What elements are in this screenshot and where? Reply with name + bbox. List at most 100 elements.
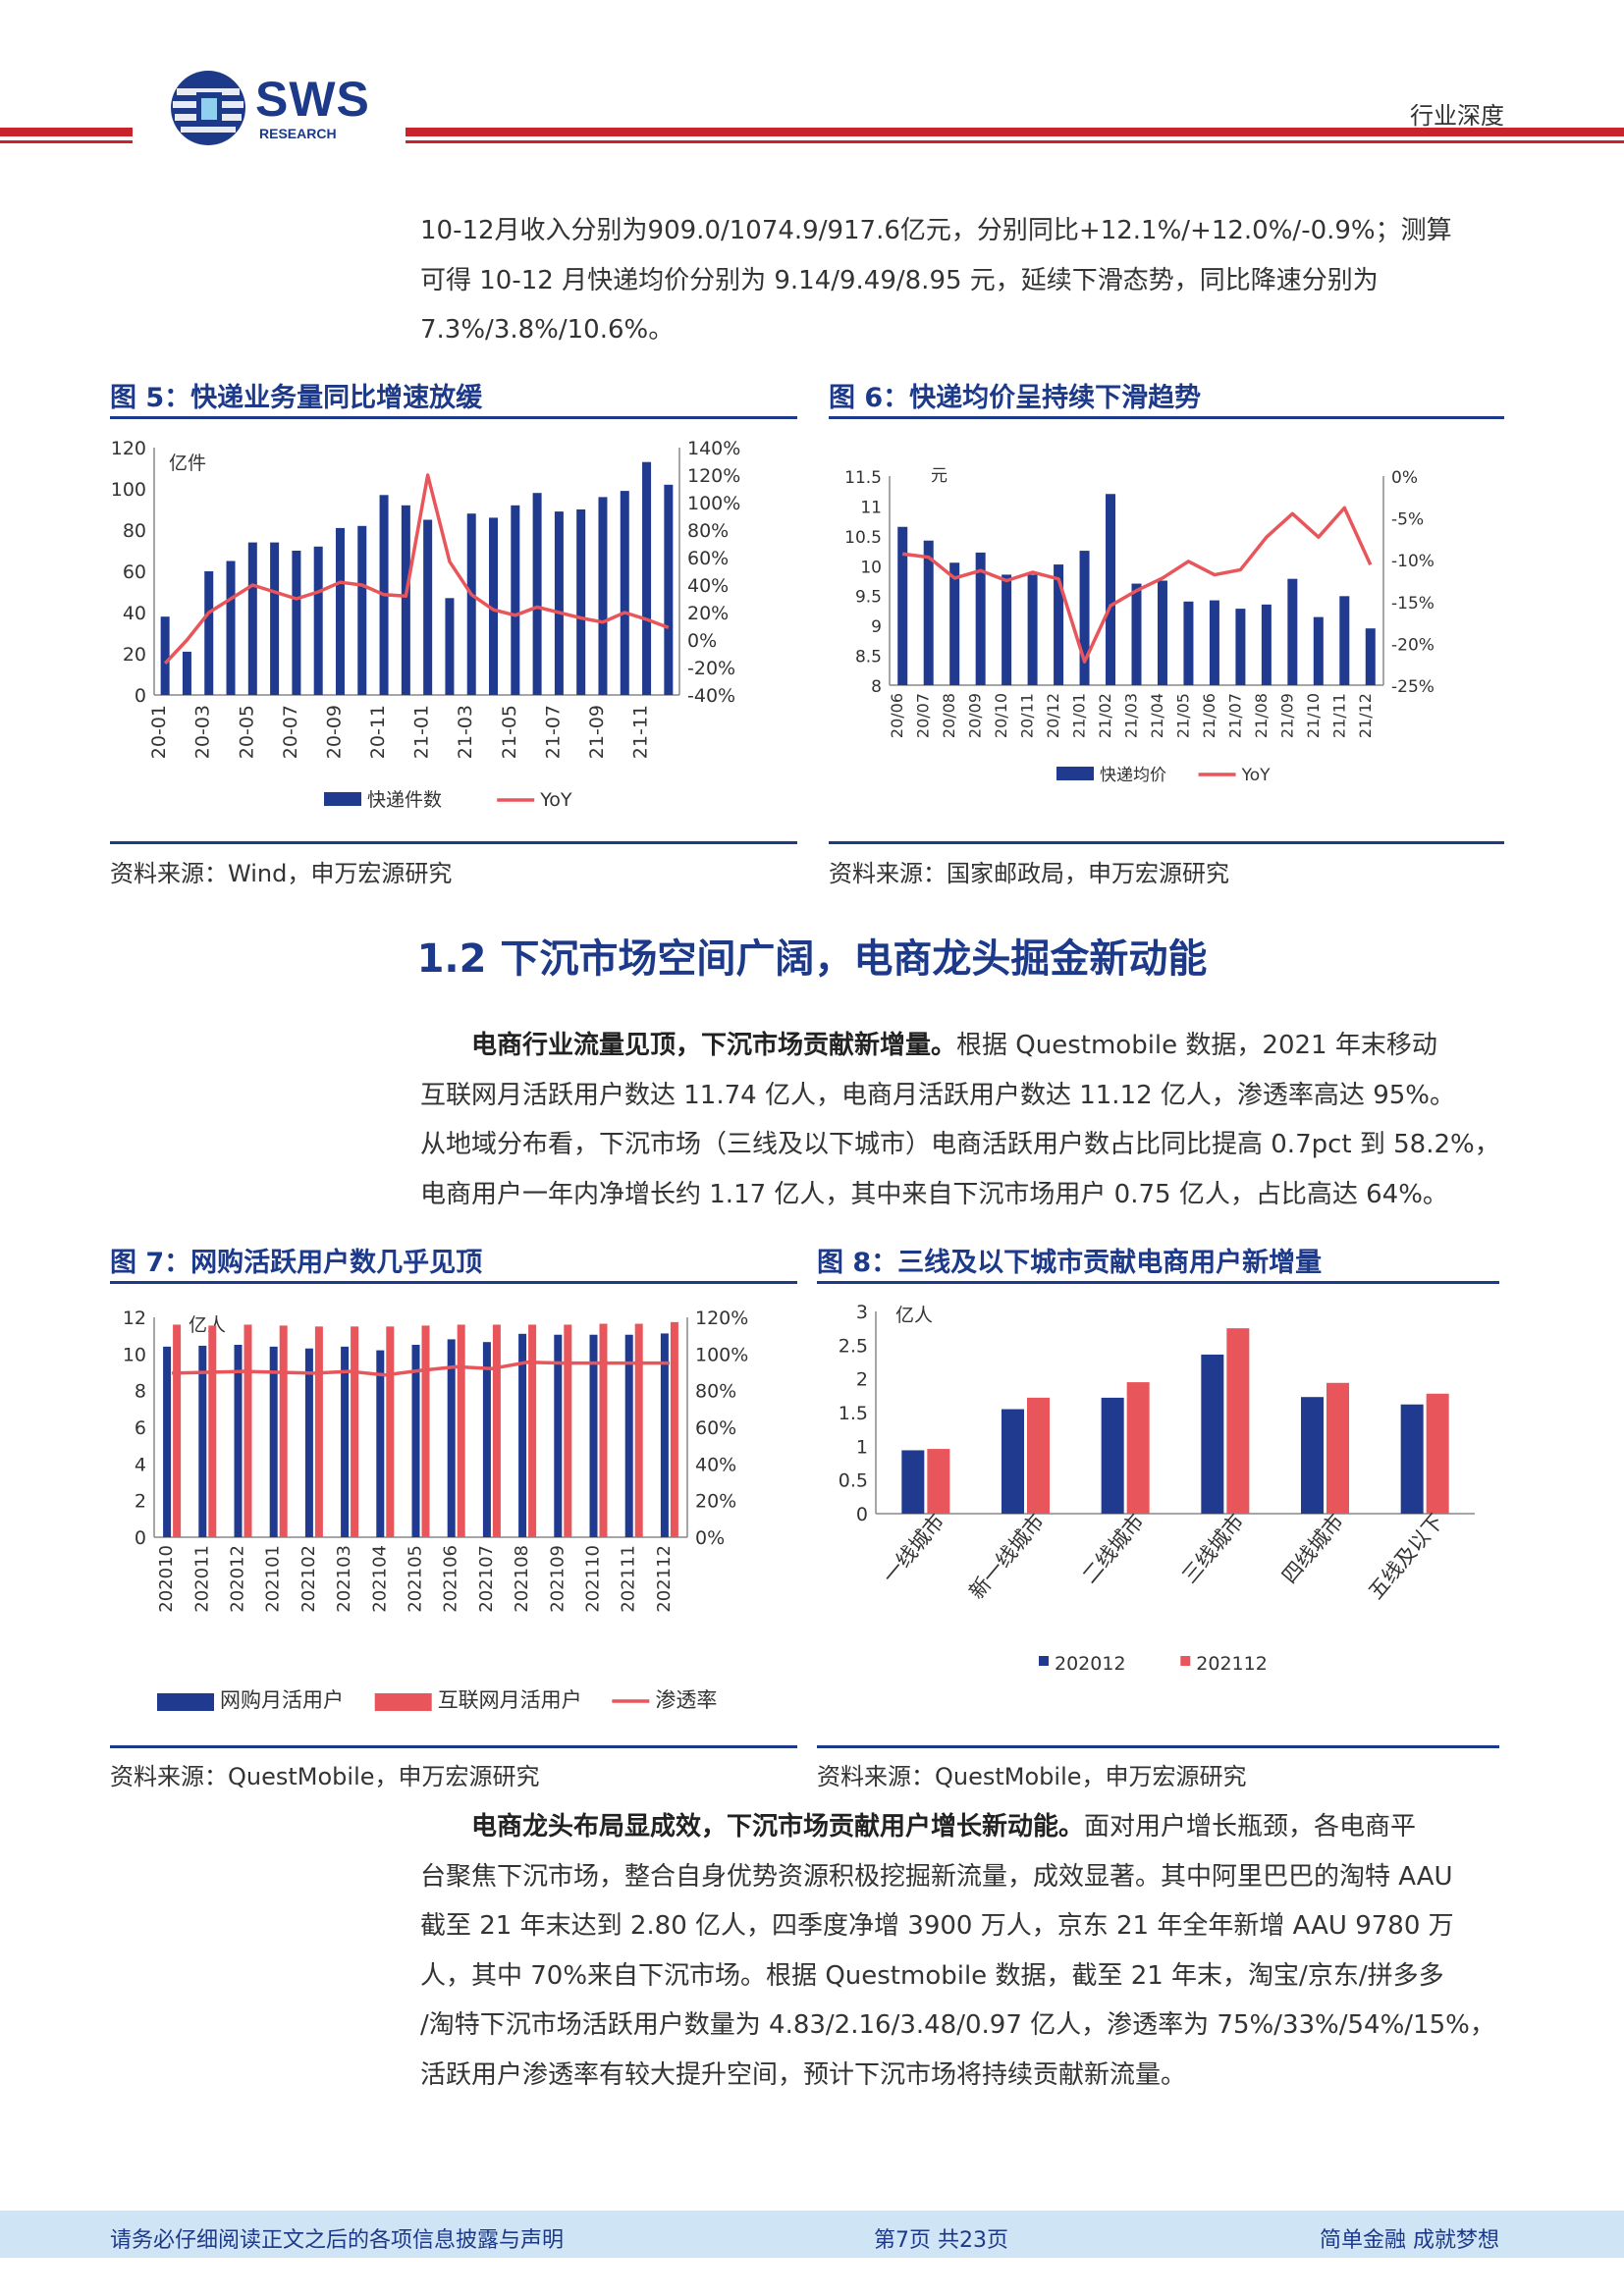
fig7-chart: 0 2 4 6 8 10 12 亿人 0% 20% 40% 60% 80% 100% 120% 202010 2… bbox=[123, 1308, 749, 1712]
line-YoY bbox=[163, 473, 670, 665]
legend-label-互联网月活用户: 互联网月活用户 bbox=[438, 1688, 582, 1712]
bar-快递件数-20-03 bbox=[204, 571, 214, 695]
fig5-bottom-rule bbox=[110, 841, 797, 844]
y2-tick-label: -5% bbox=[1391, 510, 1424, 530]
bar-互联网月活用户-202104 bbox=[386, 1326, 395, 1537]
y2-tick-label: 0% bbox=[695, 1527, 725, 1549]
bar-快递件数-20-10 bbox=[357, 525, 367, 695]
y2-tick-label: 0% bbox=[1391, 468, 1418, 488]
legend-label-快递件数: 快递件数 bbox=[367, 789, 442, 811]
bar-快递件数-21-04 bbox=[489, 517, 499, 695]
bar-202012-新一线城市 bbox=[1001, 1409, 1024, 1514]
x-tick-label: 二线城市 bbox=[1078, 1510, 1149, 1588]
bar-网购月活用户-202111 bbox=[624, 1334, 633, 1537]
x-tick-label: 202010 bbox=[156, 1545, 177, 1613]
y2-tick-label: -25% bbox=[1391, 677, 1435, 697]
x-tick-label: 202104 bbox=[369, 1545, 390, 1613]
bar-202012-五线及以下 bbox=[1400, 1404, 1424, 1514]
para3-line-6: 活跃用户渗透率有较大提升空间，预计下沉市场将持续贡献新流量。 bbox=[420, 2059, 1187, 2090]
bar-快递件数-21-01 bbox=[423, 519, 433, 695]
fig6-title: 图 6：快递均价呈持续下滑趋势 bbox=[829, 383, 1202, 413]
y-tick-label: 40 bbox=[123, 603, 146, 624]
bar-互联网月活用户-202110 bbox=[599, 1323, 608, 1537]
x-tick-label: 20-11 bbox=[367, 705, 389, 759]
para3-line-5: /淘特下沉市场活跃用户数量为 4.83/2.16/3.48/0.97 亿人，渗透… bbox=[420, 2010, 1495, 2040]
x-tick-label: 20/11 bbox=[1018, 693, 1037, 738]
bar-互联网月活用户-202112 bbox=[670, 1321, 678, 1537]
x-tick-label: 21/06 bbox=[1200, 693, 1218, 738]
bar-快递均价-21/03 bbox=[1131, 583, 1142, 685]
legend-label-YoY: YoY bbox=[539, 789, 572, 811]
bar-快递均价-20/08 bbox=[949, 562, 960, 685]
bar-快递均价-21/06 bbox=[1209, 600, 1219, 685]
para3-lead: 电商龙头布局显成效，下沉市场贡献用户增长新动能。 bbox=[471, 1812, 1085, 1842]
y-tick-label: 2 bbox=[135, 1491, 146, 1513]
bar-网购月活用户-202104 bbox=[376, 1350, 385, 1537]
y2-tick-label: 40% bbox=[687, 575, 729, 597]
fig8-source: 资料来源：QuestMobile，申万宏源研究 bbox=[817, 1763, 1247, 1790]
y-tick-label: 8 bbox=[871, 677, 882, 697]
y-tick-label: 80 bbox=[123, 520, 146, 542]
x-tick-label: 202103 bbox=[334, 1545, 354, 1613]
y-tick-label: 11.5 bbox=[844, 468, 882, 488]
bar-网购月活用户-202010 bbox=[163, 1346, 172, 1537]
bar-快递均价-21/01 bbox=[1079, 551, 1090, 685]
x-tick-label: 202011 bbox=[191, 1545, 212, 1613]
y-tick-label: 11 bbox=[860, 498, 882, 517]
bar-快递件数-20-09 bbox=[335, 527, 345, 695]
bar-202112-三线城市 bbox=[1226, 1328, 1250, 1514]
x-tick-label: 一线城市 bbox=[878, 1510, 948, 1588]
para3-line-3: 截至 21 年末达到 2.80 亿人，四季度净增 3900 万人，京东 21 年… bbox=[420, 1911, 1454, 1941]
footer-bar: 请务必仔细阅读正文之后的各项信息披露与声明 第7页 共23页 简单金融 成就梦想 bbox=[0, 2211, 1624, 2258]
legend-swatch-202112 bbox=[1180, 1656, 1191, 1666]
header-rule-thin-right bbox=[406, 140, 1624, 143]
x-tick-label: 20/08 bbox=[940, 693, 958, 738]
logo-subtext: RESEARCH bbox=[259, 126, 337, 141]
x-tick-label: 21/01 bbox=[1070, 693, 1089, 738]
y-tick-label: 10.5 bbox=[844, 528, 882, 548]
legend-label-渗透率: 渗透率 bbox=[655, 1688, 717, 1712]
bar-快递件数-20-04 bbox=[226, 561, 236, 695]
bar-快递均价-20/06 bbox=[897, 526, 908, 685]
bar-互联网月活用户-202102 bbox=[314, 1326, 323, 1537]
fig8-top-rule bbox=[817, 1281, 1499, 1284]
bar-网购月活用户-202105 bbox=[411, 1345, 420, 1537]
bar-202012-二线城市 bbox=[1101, 1397, 1124, 1514]
bar-202112-四线城市 bbox=[1326, 1382, 1349, 1514]
bar-202012-一线城市 bbox=[901, 1450, 925, 1514]
fig5-top-rule bbox=[110, 416, 797, 419]
legend-label-网购月活用户: 网购月活用户 bbox=[220, 1688, 344, 1712]
bar-202112-二线城市 bbox=[1126, 1382, 1150, 1514]
fig8-title: 图 8：三线及以下城市贡献电商用户新增量 bbox=[817, 1248, 1323, 1278]
bar-快递件数-21-12 bbox=[664, 484, 674, 695]
x-tick-label: 20/12 bbox=[1044, 693, 1062, 738]
para3-line-4: 人，其中 70%来自下沉市场。根据 Questmobile 数据，截至 21 年… bbox=[420, 1960, 1444, 1991]
para3-line-2: 台聚焦下沉市场，整合自身优势资源积极挖掘新流量，成效显著。其中阿里巴巴的淘特 A… bbox=[420, 1861, 1453, 1892]
bar-快递均价-21/10 bbox=[1313, 616, 1324, 685]
fig6-source: 资料来源：国家邮政局，申万宏源研究 bbox=[829, 860, 1229, 887]
bar-快递均价-21/05 bbox=[1183, 601, 1194, 685]
legend-label-YoY: YoY bbox=[1241, 766, 1272, 785]
x-tick-label: 五线及以下 bbox=[1364, 1510, 1448, 1604]
y2-tick-label: 20% bbox=[695, 1491, 736, 1513]
x-tick-label: 21-11 bbox=[630, 705, 652, 759]
y-tick-label: 10 bbox=[123, 1344, 146, 1365]
bar-快递件数-20-02 bbox=[182, 651, 191, 695]
bar-快递件数-21-03 bbox=[466, 513, 476, 695]
legend-swatch-快递均价 bbox=[1056, 767, 1094, 780]
footer-page-number: 第7页 共23页 bbox=[874, 2228, 1008, 2253]
bar-互联网月活用户-202012 bbox=[244, 1324, 252, 1537]
bar-网购月活用户-202108 bbox=[518, 1333, 527, 1537]
y2-tick-label: 140% bbox=[687, 438, 740, 459]
para3-line-1: 面对用户增长瓶颈，各电商平 bbox=[1084, 1812, 1417, 1842]
y-tick-label: 120 bbox=[111, 438, 146, 459]
y2-tick-label: 40% bbox=[695, 1454, 736, 1475]
x-tick-label: 20-05 bbox=[236, 705, 257, 759]
fig5-source: 资料来源：Wind，申万宏源研究 bbox=[110, 860, 453, 887]
bar-互联网月活用户-202105 bbox=[421, 1325, 430, 1537]
y2-tick-label: -40% bbox=[687, 685, 735, 707]
fig8-bottom-rule bbox=[817, 1745, 1499, 1748]
unit-label: 元 bbox=[931, 466, 947, 486]
x-tick-label: 21/03 bbox=[1122, 693, 1141, 738]
